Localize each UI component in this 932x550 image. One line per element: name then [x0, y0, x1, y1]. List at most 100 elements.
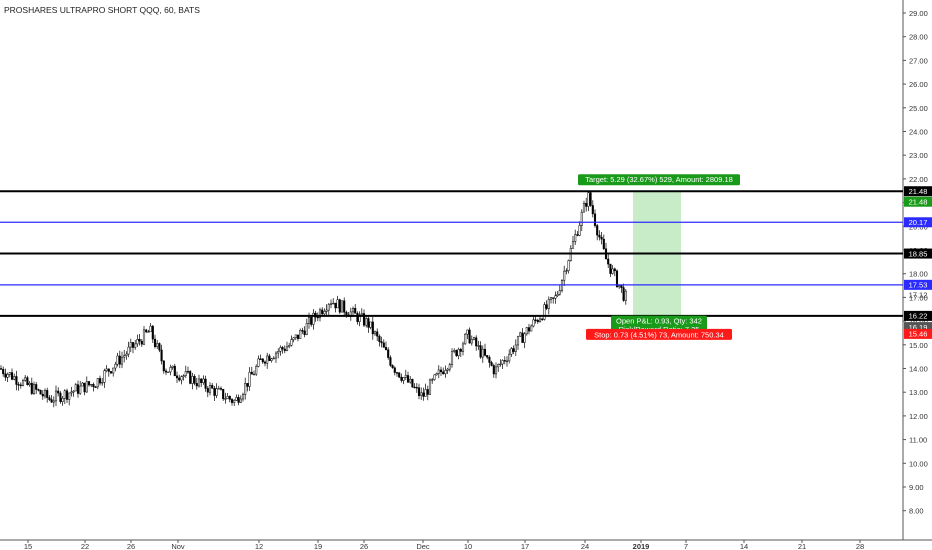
candle-body [186, 371, 190, 373]
candle-body [180, 376, 183, 381]
candle-body [411, 378, 414, 388]
x-tick-label: 10 [464, 542, 472, 550]
candle-body [384, 347, 388, 350]
candle-body [263, 361, 267, 364]
candle-body [32, 384, 36, 394]
candle-body [224, 398, 227, 400]
candle-body [468, 329, 471, 344]
candle-body [565, 270, 568, 272]
y-tick-label: 23.00 [909, 151, 928, 160]
candle-body [371, 321, 374, 335]
candle-body [387, 349, 390, 358]
candle-body [46, 390, 49, 398]
candle-body [593, 213, 597, 226]
candle-body [501, 360, 504, 365]
candle-body [310, 317, 313, 325]
candle-body [307, 317, 311, 324]
candle-body [602, 238, 605, 250]
candle-body [415, 387, 418, 389]
candle-body [136, 339, 139, 345]
candle-body [274, 352, 278, 359]
candle-body [123, 355, 126, 358]
candle-body [296, 334, 300, 339]
candle-body [241, 394, 245, 400]
candle-body [248, 371, 251, 387]
candle-body [98, 378, 102, 384]
stop-label: Stop: 0.73 (4.51%) 73, Amount: 750.34 [594, 330, 724, 339]
candle-body [367, 318, 370, 328]
candle-body [369, 321, 372, 328]
candle-body [450, 351, 454, 365]
candle-body [545, 304, 548, 309]
candle-body [8, 372, 11, 375]
candle-body [409, 378, 412, 383]
x-tick-label: 15 [24, 542, 32, 550]
candle-body [481, 348, 484, 358]
candle-body [63, 390, 66, 399]
candle-body [283, 348, 286, 351]
x-tick-label: Nov [171, 542, 185, 550]
candle-body [444, 370, 447, 375]
candle-body [591, 205, 594, 215]
candle-body [582, 203, 586, 213]
candle-body [6, 374, 9, 378]
x-tick-label: 24 [581, 542, 589, 550]
candle-body [103, 370, 106, 383]
candle-body [74, 384, 77, 392]
y-tick-label: 16.00 [909, 317, 928, 326]
x-tick-label: 28 [856, 542, 864, 550]
candle-body [470, 339, 473, 344]
candle-body [461, 343, 465, 352]
candle-body [538, 318, 542, 322]
candle-body [202, 378, 205, 384]
hline-price-label: 18.85 [909, 249, 928, 258]
candle-body [59, 392, 62, 402]
candle-body [466, 329, 469, 335]
hline-price-tag [904, 186, 932, 197]
candle-body [532, 319, 535, 327]
candle-body [541, 318, 544, 320]
candle-body [422, 392, 425, 397]
hline-price-label: 21.48 [909, 187, 928, 196]
candle-body [160, 349, 163, 362]
price-tag-bg [904, 328, 932, 339]
price-tag-label: 15.46 [909, 330, 928, 339]
candle-body [580, 211, 583, 226]
candle-body [101, 382, 104, 384]
candle-body [54, 390, 58, 402]
candle-body [37, 389, 40, 391]
candle-body [288, 345, 291, 348]
chart-title: PROSHARES ULTRAPRO SHORT QQQ, 60, BATS [4, 5, 200, 15]
candle-body [373, 331, 377, 335]
candle-body [83, 382, 86, 393]
candle-body [327, 304, 330, 311]
candle-body [94, 386, 97, 388]
candle-body [576, 234, 579, 236]
candle-body [417, 387, 421, 396]
candle-body [358, 314, 361, 322]
candle-body [413, 386, 416, 389]
target-label: Target: 5.29 (32.67%) 529, Amount: 2809.… [585, 175, 733, 184]
candles [0, 190, 627, 408]
hline-price-tag [904, 279, 932, 290]
candle-body [479, 345, 482, 358]
candle-body [338, 299, 341, 313]
candle-body [519, 332, 522, 337]
x-tick-label: 7 [684, 542, 688, 550]
candle-body [503, 360, 506, 362]
candle-body [96, 378, 99, 388]
time-axis[interactable]: 15 22 26 Nov 12 19 26 Dec 10 17 24 2019 7 14 21 28 [24, 540, 864, 550]
price-tag-label: 17.12 [909, 290, 928, 299]
candle-body [393, 367, 396, 373]
candle-body [244, 383, 247, 395]
candle-body [131, 342, 135, 348]
candle-body [472, 337, 476, 340]
candle-body [156, 343, 159, 347]
horizontal-lines[interactable]: 21.48 20.17 18.85 17.53 16.22 [0, 186, 932, 321]
position-labels: Target: 5.29 (32.67%) 529, Amount: 2809.… [578, 174, 740, 340]
candle-body [488, 357, 491, 363]
candle-body [558, 290, 561, 295]
candle-body [151, 325, 154, 340]
